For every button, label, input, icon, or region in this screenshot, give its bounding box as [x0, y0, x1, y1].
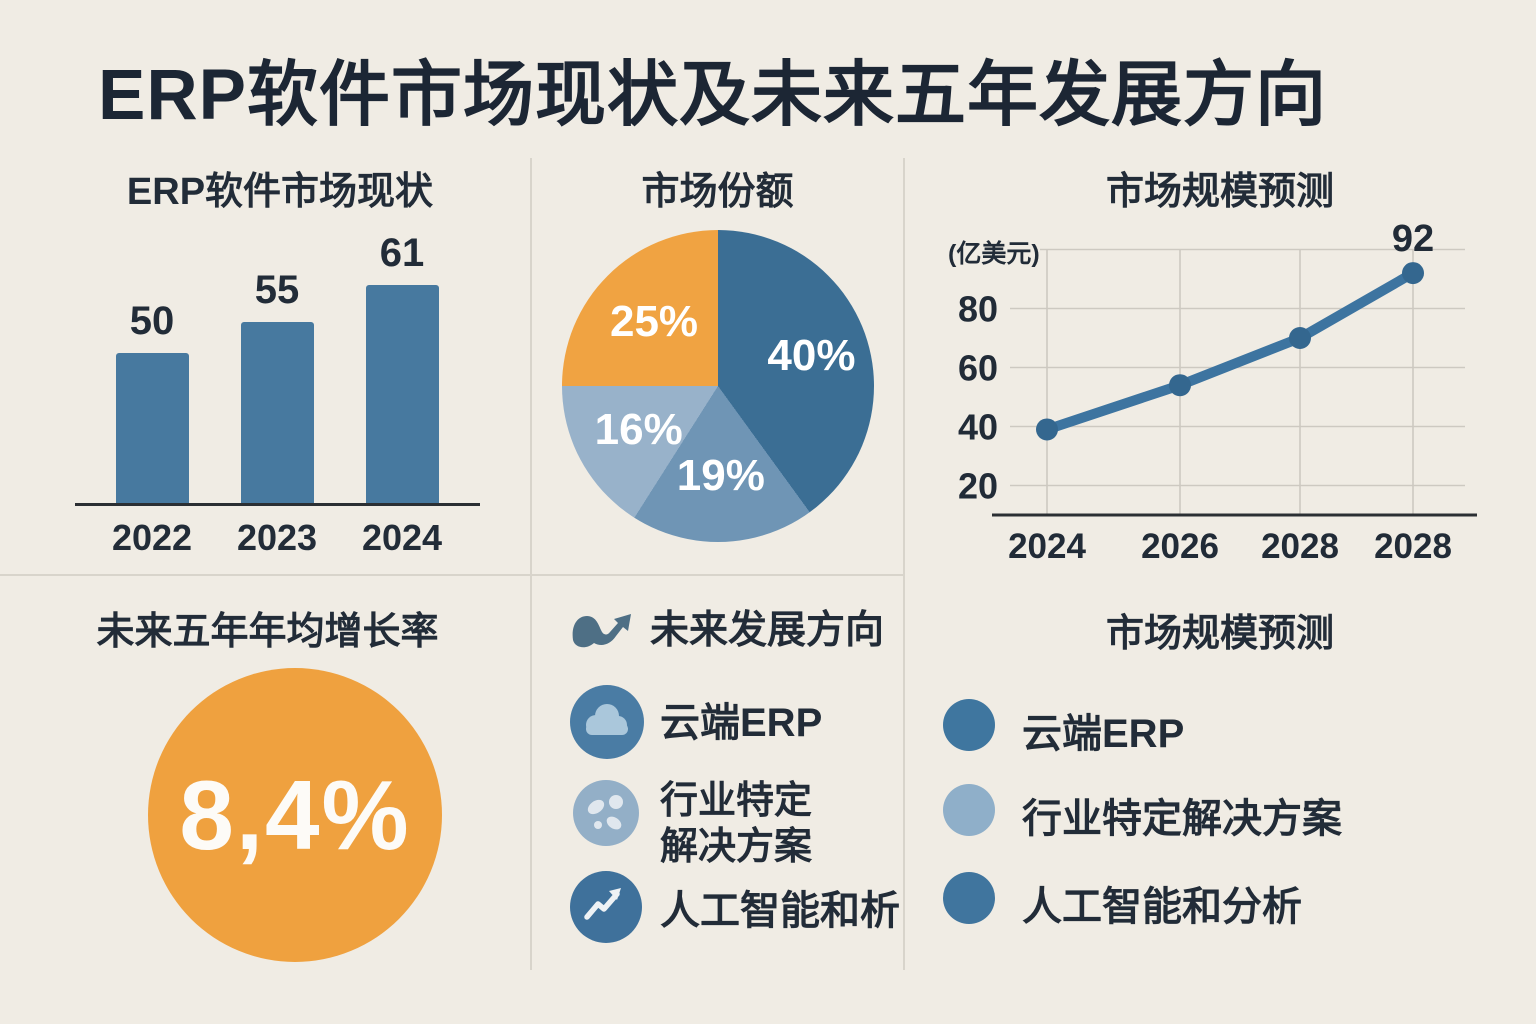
trend-arrow-icon	[570, 871, 642, 943]
divider-horizontal	[0, 574, 903, 576]
legend-dot-ai	[943, 872, 995, 924]
directions-title: 未来发展方向	[650, 609, 885, 652]
bar-category-label: 2024	[361, 517, 443, 558]
x-tick-label: 2026	[1141, 527, 1219, 566]
bar	[240, 322, 314, 503]
bar-chart-title: ERP软件市场现状	[126, 171, 434, 213]
divider-vertical-1	[530, 158, 532, 970]
divider-vertical-2	[903, 158, 905, 970]
direction-item-ai	[570, 871, 642, 948]
data-point-marker	[1169, 374, 1191, 397]
y-tick-label: 20	[958, 466, 998, 507]
pie-slice-label: 19%	[676, 451, 765, 501]
growth-circle: 8,4%	[148, 668, 442, 962]
direction-item-cloud-erp	[570, 685, 644, 764]
pie-slice-label: 25%	[609, 297, 699, 347]
direction-item-industry	[572, 779, 640, 852]
line-series	[1042, 268, 1418, 435]
pie-slice-label: 40%	[767, 330, 856, 380]
pie-slice-label: 16%	[594, 404, 683, 454]
x-axis-line	[75, 503, 480, 506]
bar-value-label: 55	[254, 268, 300, 312]
page-title: ERP软件市场现状及未来五年发展方向	[98, 56, 1327, 135]
forecast-legend-title: 市场规模预测	[1105, 613, 1334, 655]
cloud-icon	[570, 685, 644, 759]
data-point-marker	[1402, 262, 1424, 285]
direction-label-cloud-erp: 云端ERP	[660, 701, 823, 745]
industry-icon	[573, 780, 639, 846]
x-tick-label: 2028	[1261, 527, 1339, 566]
line-chart: 20 40 60 80 2024 2026 2028 2028 92	[958, 220, 1477, 566]
bar	[115, 353, 189, 503]
bar-category-label: 2023	[236, 517, 318, 558]
y-axis-unit-label: (亿美元)	[948, 240, 1040, 268]
point-value-label: 92	[1392, 220, 1434, 260]
y-tick-label: 80	[958, 289, 998, 330]
direction-label-industry: 行业特定 解决方案	[660, 780, 813, 868]
line-chart-title: 市场规模预测	[1105, 171, 1334, 213]
legend-dot-industry	[943, 784, 995, 836]
data-point-marker	[1036, 418, 1058, 441]
bar-value-label: 61	[379, 231, 425, 275]
legend-label-industry: 行业特定解决方案	[1022, 797, 1342, 841]
pie-circle	[562, 230, 874, 542]
legend-label-cloud-erp: 云端ERP	[1022, 712, 1185, 756]
y-tick-label: 60	[958, 348, 998, 389]
growth-title: 未来五年年均增长率	[96, 611, 439, 653]
wave-arrow-icon	[572, 614, 631, 648]
direction-label-ai: 人工智能和析	[660, 889, 900, 933]
y-tick-label: 40	[958, 407, 998, 448]
data-point-marker	[1289, 327, 1311, 349]
growth-value: 8,4%	[179, 759, 411, 870]
bar-chart: 50 2022 55 2023 61 2024	[60, 231, 500, 560]
x-tick-label: 2028	[1374, 527, 1452, 566]
bar	[365, 285, 439, 503]
pie-chart: 40% 19% 16% 25%	[562, 230, 874, 542]
bar-category-label: 2022	[111, 517, 193, 558]
pie-chart-title: 市场份额	[641, 171, 794, 213]
x-tick-label: 2024	[1008, 527, 1086, 566]
legend-dot-cloud-erp	[943, 699, 995, 751]
legend-label-ai: 人工智能和分析	[1022, 885, 1302, 929]
bar-value-label: 50	[129, 299, 175, 343]
